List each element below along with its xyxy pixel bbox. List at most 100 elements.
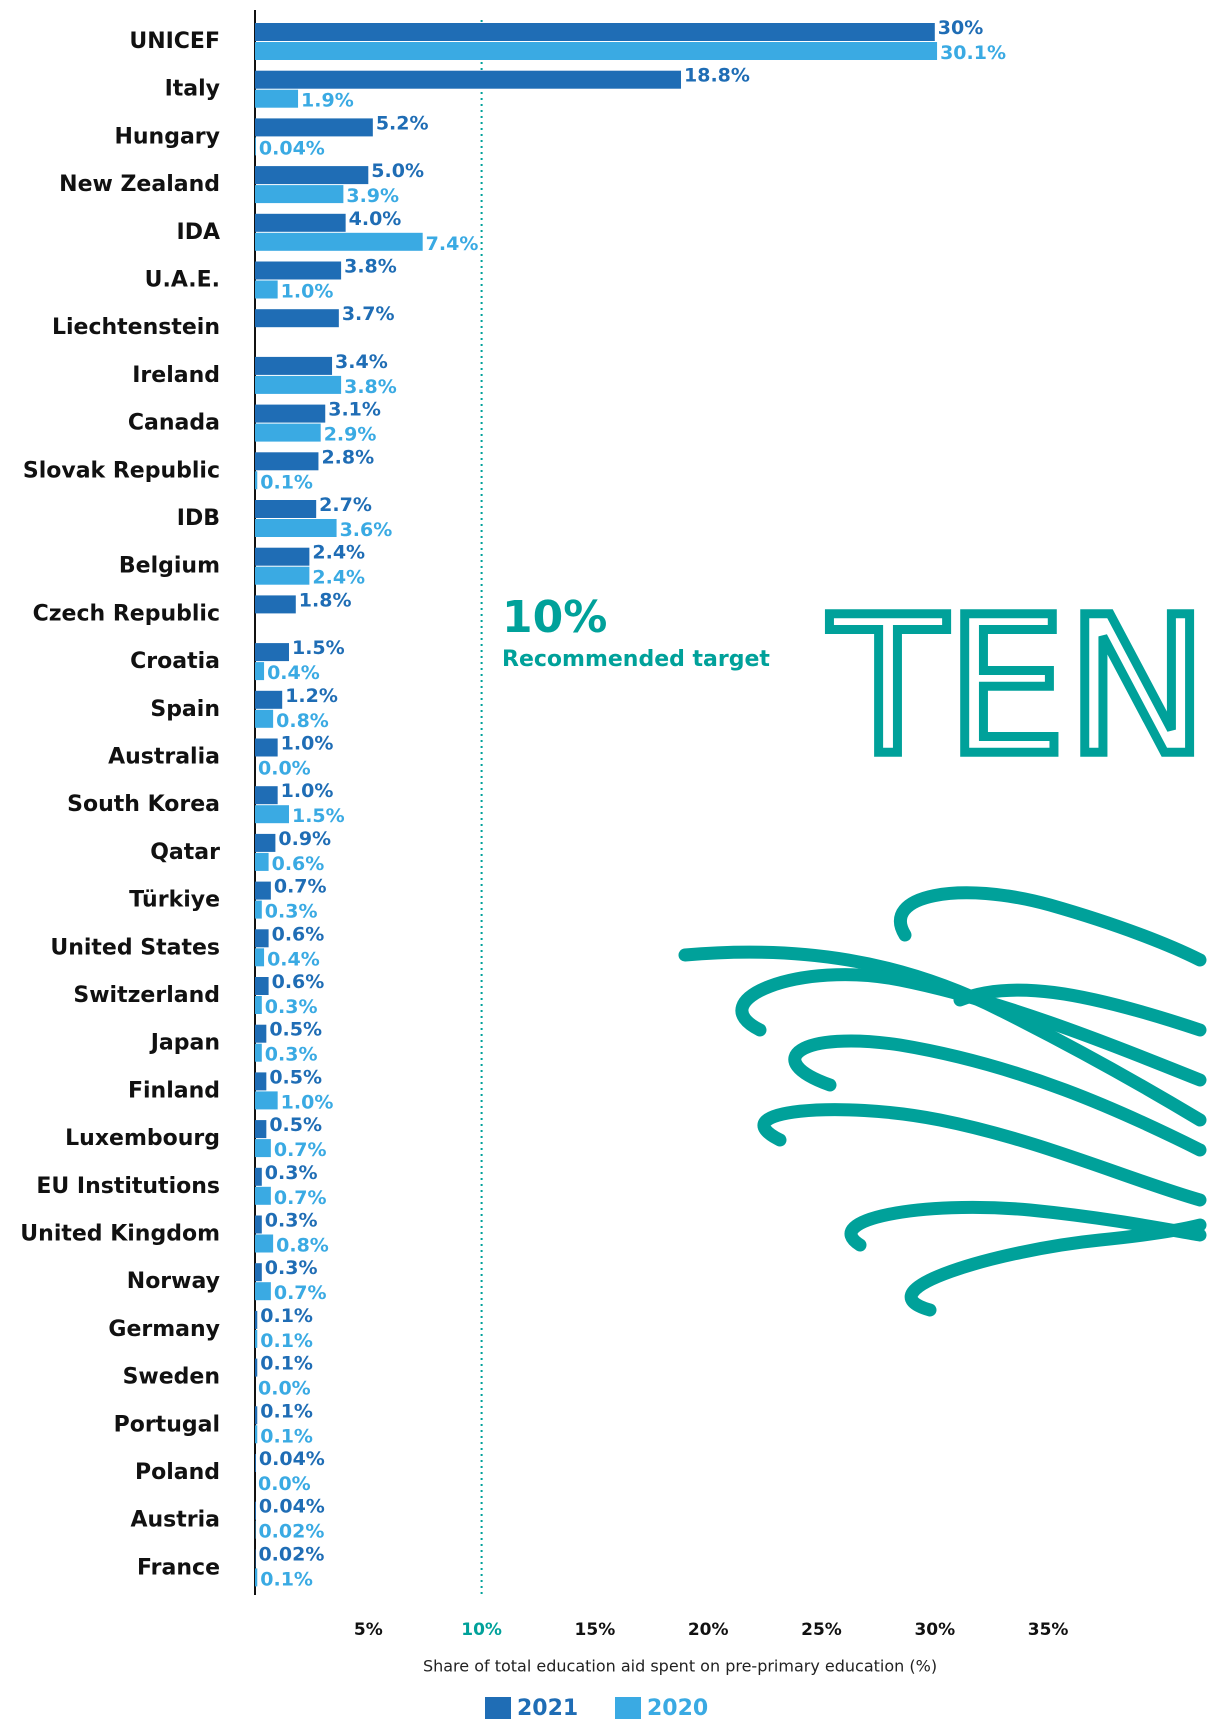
- bar: [255, 166, 368, 184]
- bar: [255, 71, 681, 89]
- value-label: 3.1%: [328, 399, 381, 421]
- value-label: 0.1%: [260, 1330, 313, 1352]
- value-label: 0.7%: [274, 876, 327, 898]
- category-label: Liechtenstein: [52, 315, 220, 340]
- category-label: Switzerland: [73, 983, 220, 1008]
- value-label: 0.0%: [258, 758, 311, 780]
- value-label: 0.6%: [272, 971, 325, 993]
- bar: [255, 262, 341, 280]
- bar: [255, 1311, 257, 1329]
- value-label: 0.02%: [258, 1543, 324, 1565]
- bar: [255, 118, 373, 136]
- category-label: Australia: [108, 745, 220, 770]
- bar: [255, 23, 935, 41]
- bar: [255, 643, 289, 661]
- value-label: 1.5%: [292, 637, 345, 659]
- value-label: 18.8%: [684, 65, 750, 87]
- bar: [255, 405, 325, 423]
- bar: [255, 137, 256, 155]
- value-label: 0.6%: [272, 923, 325, 945]
- category-label: Austria: [130, 1508, 220, 1533]
- value-label: 0.1%: [260, 1400, 313, 1422]
- value-label: 0.02%: [258, 1521, 324, 1543]
- legend-swatch: [485, 1697, 511, 1719]
- category-label: Sweden: [123, 1365, 220, 1390]
- bar: [255, 977, 269, 995]
- value-label: 1.0%: [281, 281, 334, 303]
- value-label: 0.3%: [265, 901, 318, 923]
- value-label: 0.3%: [265, 996, 318, 1018]
- bar: [255, 786, 278, 804]
- scribble: [685, 893, 1200, 1310]
- category-label: UNICEF: [129, 29, 220, 54]
- value-label: 0.3%: [265, 1257, 318, 1279]
- bar: [255, 1044, 262, 1062]
- category-label: United Kingdom: [20, 1222, 220, 1247]
- bar: [255, 901, 262, 919]
- x-tick-label: 15%: [575, 1620, 616, 1640]
- value-label: 0.5%: [269, 1114, 322, 1136]
- value-label: 0.4%: [267, 948, 320, 970]
- bar: [255, 1187, 271, 1205]
- bar: [255, 548, 309, 566]
- category-label: Italy: [165, 77, 220, 102]
- bar: [255, 1168, 262, 1186]
- bar: [255, 662, 264, 680]
- value-label: 3.8%: [344, 256, 397, 278]
- value-label: 1.8%: [299, 589, 352, 611]
- bar: [255, 90, 298, 108]
- category-label: Portugal: [114, 1412, 220, 1437]
- category-label: Qatar: [150, 840, 220, 865]
- category-label: Croatia: [130, 649, 220, 674]
- bar: [255, 567, 309, 585]
- legend-swatch: [615, 1697, 641, 1719]
- decoration-text: TEN: [829, 576, 1208, 797]
- bar: [255, 1330, 257, 1348]
- category-label: France: [137, 1555, 220, 1580]
- bar: [255, 357, 332, 375]
- value-label: 0.3%: [265, 1162, 318, 1184]
- category-label: New Zealand: [59, 172, 220, 197]
- bar: [255, 834, 275, 852]
- category-label: U.A.E.: [145, 268, 220, 293]
- target-value: 10%: [502, 592, 607, 643]
- value-label: 5.0%: [371, 160, 424, 182]
- value-label: 0.1%: [260, 1425, 313, 1447]
- category-label: Belgium: [119, 554, 220, 579]
- value-label: 0.1%: [260, 1568, 313, 1590]
- value-label: 0.4%: [267, 662, 320, 684]
- x-axis-title: Share of total education aid spent on pr…: [423, 1657, 937, 1676]
- bar: [255, 1263, 262, 1281]
- page: {"chart_data": {"type": "bar", "orientat…: [0, 0, 1208, 1731]
- bar: [255, 281, 278, 299]
- bar: [255, 1425, 257, 1443]
- bar: [255, 1406, 257, 1424]
- category-label: United States: [50, 935, 220, 960]
- bar: [255, 1120, 266, 1138]
- bar: [255, 948, 264, 966]
- bar: [255, 805, 289, 823]
- bar: [255, 1139, 271, 1157]
- category-label: EU Institutions: [36, 1174, 220, 1199]
- value-label: 0.0%: [258, 1473, 311, 1495]
- category-label: Japan: [149, 1031, 220, 1056]
- value-label: 0.6%: [272, 853, 325, 875]
- x-tick-label: 20%: [688, 1620, 729, 1640]
- value-label: 2.4%: [312, 542, 365, 564]
- bar: [255, 471, 257, 489]
- value-label: 7.4%: [426, 233, 479, 255]
- bar: [255, 185, 343, 203]
- category-label: Luxembourg: [65, 1126, 220, 1151]
- x-tick-label: 25%: [801, 1620, 842, 1640]
- value-label: 0.7%: [274, 1139, 327, 1161]
- bar: [255, 1282, 271, 1300]
- value-label: 3.9%: [346, 185, 399, 207]
- value-label: 0.8%: [276, 710, 329, 732]
- value-label: 0.0%: [258, 1378, 311, 1400]
- category-label: Slovak Republic: [23, 458, 220, 483]
- category-label: Ireland: [132, 363, 220, 388]
- value-label: 0.1%: [260, 471, 313, 493]
- value-label: 1.5%: [292, 805, 345, 827]
- category-label: Hungary: [114, 124, 220, 149]
- bar: [255, 1359, 257, 1377]
